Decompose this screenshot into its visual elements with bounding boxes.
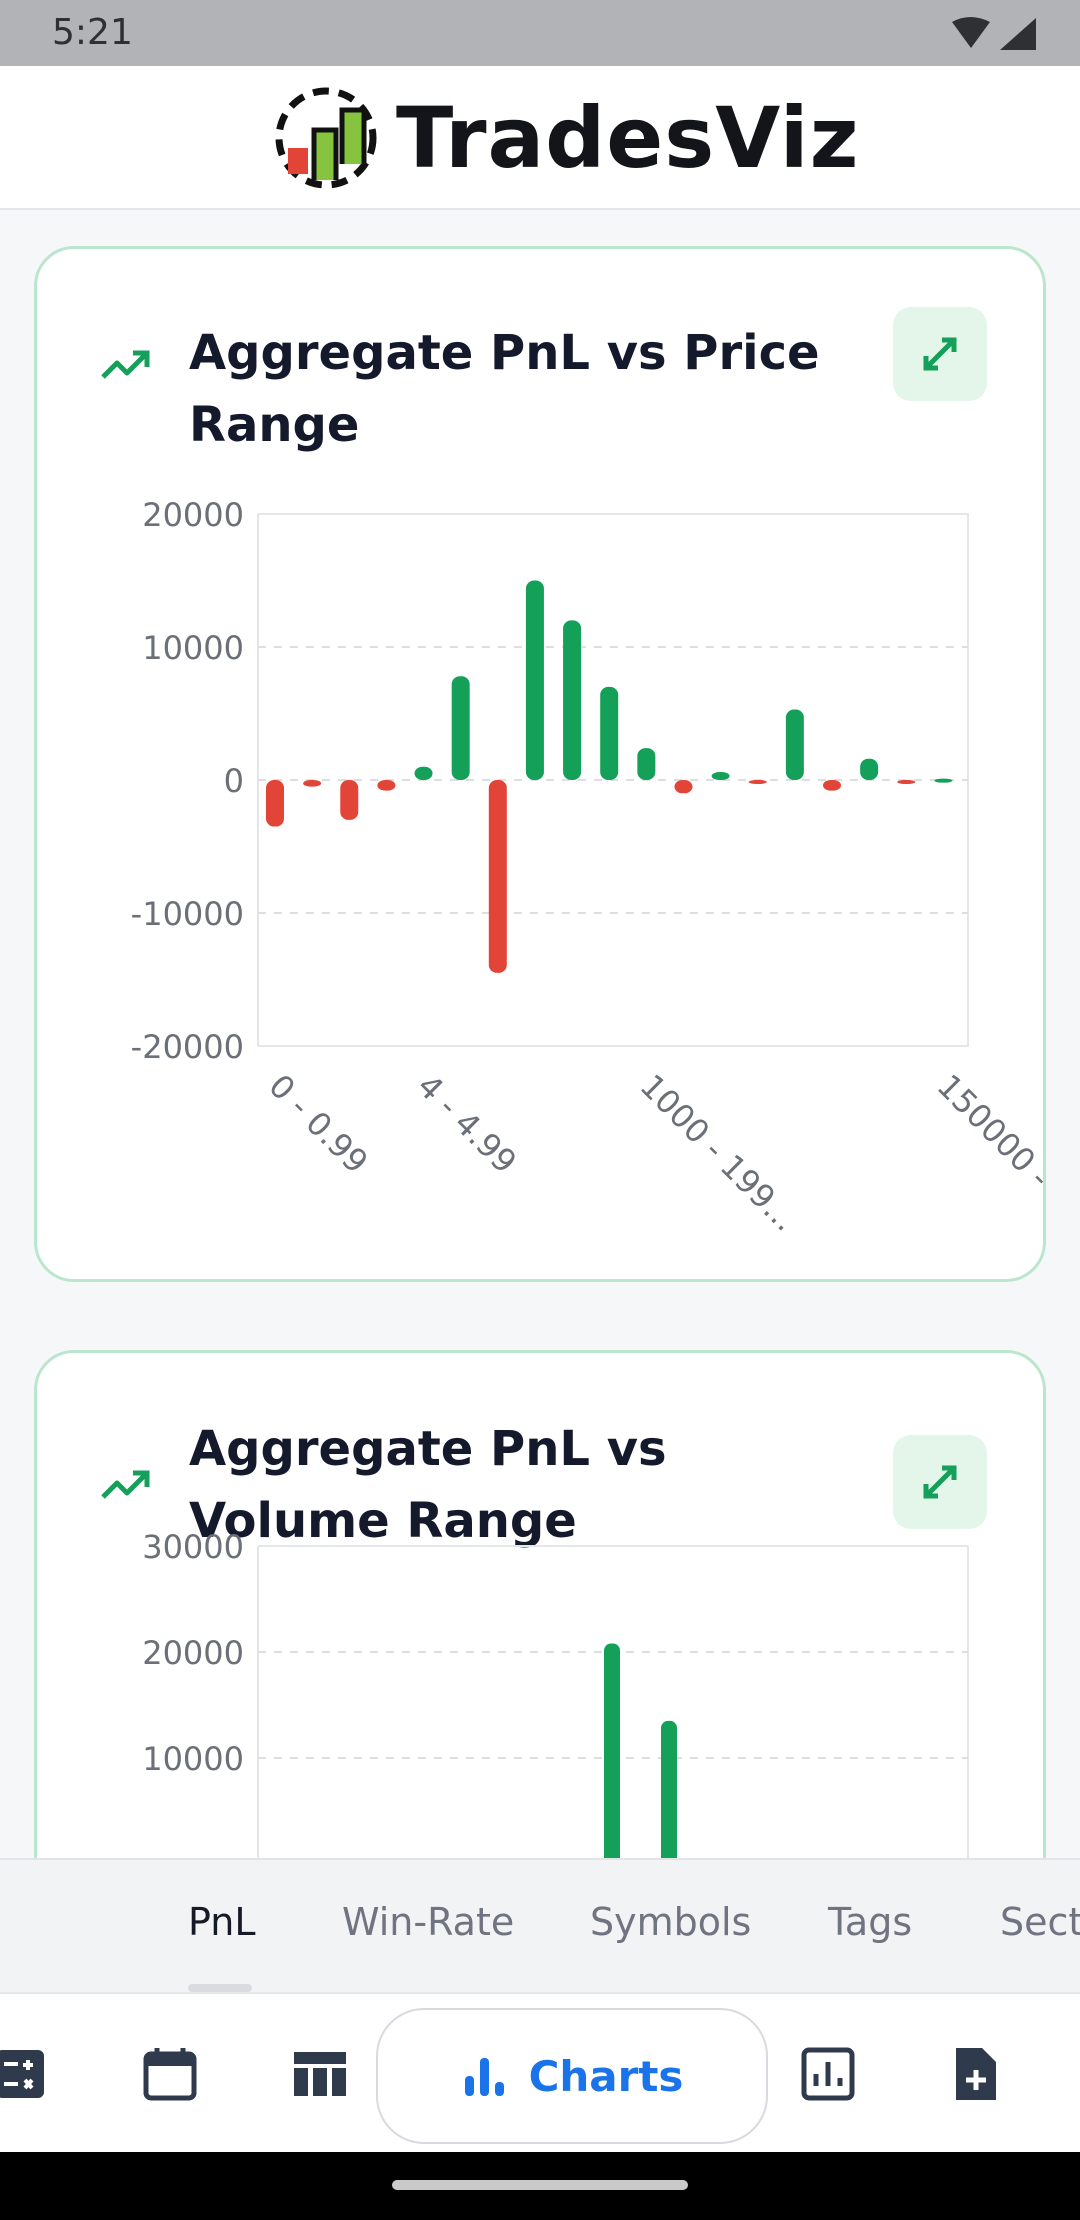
- chart-card-price-range: Aggregate PnL vs Price Range 20000 10000 0…: [34, 246, 1046, 1282]
- chart-card-volume-range: Aggregate PnL vs Volume Range 30000 20000…: [34, 1350, 1046, 1858]
- bar: [303, 780, 322, 787]
- y-tick-label: 20000: [142, 496, 244, 534]
- bar: [934, 778, 953, 783]
- status-time: 5:21: [52, 12, 133, 53]
- bar: [674, 780, 693, 794]
- y-tick-label: -20000: [131, 1028, 244, 1066]
- bar: [748, 780, 767, 784]
- price-range-bar-chart[interactable]: 20000 10000 0 -10000 -20000 0 - 0.99 4 - 4.99 1…: [37, 249, 1046, 1282]
- table-icon[interactable]: [290, 2044, 350, 2104]
- bar: [525, 580, 544, 780]
- chart-title: Aggregate PnL vs Volume Range: [189, 1421, 667, 1549]
- tab-sectors[interactable]: Sect: [1000, 1900, 1080, 1944]
- active-tab-indicator: [188, 1984, 252, 1992]
- new-file-icon[interactable]: [946, 2044, 1006, 2104]
- trending-up-icon: [101, 1470, 150, 1499]
- x-tick-label: 150000 - 1...: [930, 1067, 1046, 1239]
- x-tick-label: 4 - 4.99: [410, 1067, 524, 1181]
- bar: [823, 780, 842, 791]
- bar: [600, 686, 619, 780]
- y-tick-label: 0: [224, 762, 244, 800]
- bar: [711, 772, 730, 780]
- app-name: TradesViz: [396, 89, 860, 187]
- bar: [785, 709, 804, 780]
- x-tick-label: 1000 - 199...: [633, 1067, 805, 1239]
- y-tick-label: -10000: [131, 895, 244, 933]
- nav-charts-label: Charts: [528, 2051, 684, 2101]
- bar: [340, 780, 359, 820]
- bar: [488, 780, 507, 973]
- chart-title: Aggregate PnL vs Price Range: [189, 325, 820, 453]
- brand[interactable]: TradesViz: [274, 87, 860, 189]
- tab-pnl[interactable]: PnL: [188, 1900, 256, 1944]
- x-tick-label: 0 - 0.99: [261, 1067, 375, 1181]
- expand-icon: [923, 337, 957, 371]
- bar: [604, 1643, 620, 1858]
- bar: [661, 1720, 677, 1858]
- tab-symbols[interactable]: Symbols: [590, 1900, 752, 1944]
- y-tick-label: 20000: [142, 1634, 244, 1672]
- home-indicator: [392, 2180, 688, 2190]
- charts-content[interactable]: Aggregate PnL vs Price Range 20000 10000 0…: [0, 212, 1080, 1858]
- bottom-navigation: Charts: [0, 1992, 1080, 2152]
- expand-button[interactable]: [893, 307, 987, 401]
- app-header: TradesViz: [0, 66, 1080, 210]
- bar: [860, 758, 879, 780]
- trending-up-icon: [101, 350, 150, 379]
- signal-wifi-icon: [952, 17, 1036, 50]
- calendar-icon[interactable]: [140, 2044, 200, 2104]
- tab-tags[interactable]: Tags: [828, 1900, 913, 1944]
- bar: [377, 780, 396, 791]
- expand-icon: [923, 1465, 957, 1499]
- report-icon[interactable]: [798, 2044, 858, 2104]
- bar: [451, 676, 470, 780]
- tradesviz-logo-icon: [275, 87, 377, 189]
- y-tick-label: 30000: [142, 1528, 244, 1566]
- nav-charts-button[interactable]: Charts: [376, 2008, 768, 2144]
- status-bar: 5:21: [0, 0, 1080, 66]
- expand-button[interactable]: [893, 1435, 987, 1529]
- y-tick-label: 10000: [142, 629, 244, 667]
- bar: [637, 748, 656, 780]
- bar: [266, 780, 284, 827]
- tab-win-rate[interactable]: Win-Rate: [342, 1900, 515, 1944]
- y-tick-label: 10000: [142, 1740, 244, 1778]
- bar: [414, 766, 433, 780]
- volume-range-bar-chart[interactable]: 30000 20000 10000: [37, 1353, 1046, 1858]
- bar: [897, 780, 916, 784]
- bar: [563, 620, 582, 780]
- chart-category-tabs: PnL Win-Rate Symbols Tags Sect: [0, 1858, 1080, 1992]
- gesture-bar: [0, 2152, 1080, 2220]
- bar-chart-icon: [464, 2058, 504, 2096]
- calculator-icon[interactable]: [0, 2044, 52, 2104]
